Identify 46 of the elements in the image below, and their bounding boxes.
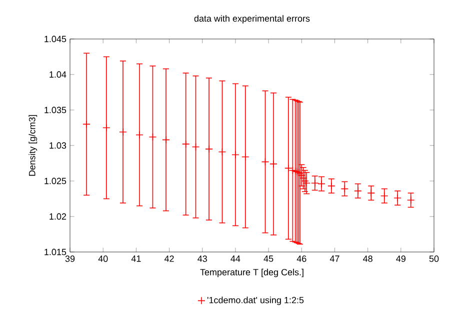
x-tick-label: 49 [396,256,406,262]
point [182,140,190,148]
y-tick-label: 1.04 [50,71,66,78]
point [119,128,127,136]
y-tick-label: 1.025 [44,178,66,184]
point [136,130,144,139]
point [380,192,388,200]
point [205,145,213,153]
point [82,120,90,128]
x-axis-title: Temperature T [deg Cels.] [200,268,304,278]
point [367,189,376,197]
y-tick-label: 1.02 [50,213,66,220]
x-tick-label: 45 [264,256,274,262]
x-tick-label: 42 [164,256,174,262]
point [270,160,278,168]
x-tick-label: 50 [429,256,439,262]
point [394,194,402,202]
x-tick-label: 39 [65,256,75,262]
y-tick-label: 1.045 [44,36,66,42]
point [261,158,270,166]
point [218,148,226,156]
x-tick-label: 44 [230,256,240,262]
y-axis-title: Density [g/cm3] [28,115,38,176]
point [354,187,362,195]
point [241,152,250,161]
point [310,179,319,188]
x-tick-label: 47 [330,256,340,262]
x-tick-label: 40 [98,256,108,262]
x-tick-label: 48 [363,256,372,262]
point [232,150,240,159]
chart-title: data with experimental errors [194,15,310,24]
point [192,143,200,151]
point [340,184,349,193]
y-tick-label: 1.015 [44,248,66,256]
point [148,133,157,141]
point [162,136,170,144]
y-tick-label: 1.035 [44,106,66,114]
x-tick-label: 43 [198,256,207,262]
x-tick-label: 41 [131,256,141,262]
point [102,124,110,132]
point [328,182,336,190]
y-tick-label: 1.03 [50,142,66,149]
x-tick-label: 46 [296,256,306,262]
legend-label: '1cdemo.dat' using 1:2:5 [207,296,304,306]
point [406,196,415,204]
point [318,180,326,188]
